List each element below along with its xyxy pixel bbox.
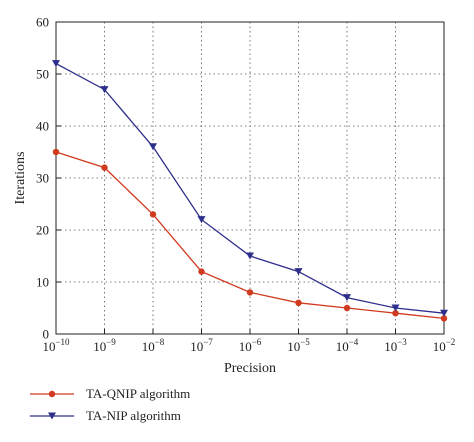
legend-item-ta-nip: TA-NIP algorithm (28, 406, 190, 426)
x-tick-label: 10−3 (384, 337, 407, 354)
data-point-ta-nip-algorithm (52, 60, 60, 68)
data-point-ta-nip-algorithm (440, 309, 448, 317)
data-point-ta-nip-algorithm (149, 143, 157, 151)
data-point-ta-nip-algorithm (294, 268, 303, 276)
data-point-ta-nip-algorithm (343, 294, 351, 302)
data-point-ta-qnip-algorithm (198, 268, 205, 275)
data-point-ta-nip-algorithm (100, 86, 109, 94)
y-tick-label: 10 (36, 275, 49, 290)
line-chart: 10−10 10−9 10−8 10−7 10−6 10−5 10−4 10−3 10−2 0 10… (13, 15, 455, 377)
legend-swatch-ta-nip (28, 406, 76, 426)
y-tick-label: 60 (36, 15, 49, 30)
y-axis-label: Iterations (13, 152, 28, 205)
y-tick-label: 30 (36, 171, 49, 186)
data-point-ta-qnip-algorithm (343, 304, 351, 312)
data-point-ta-qnip-algorithm (149, 211, 157, 218)
series-line-ta-nip-algorithm (55, 63, 445, 314)
grid-lines (56, 22, 444, 334)
data-point-ta-qnip-algorithm (101, 164, 108, 171)
legend: TA-QNIP algorithm TA-NIP algorithm (28, 384, 190, 428)
data-point-ta-qnip-algorithm (295, 299, 302, 306)
x-tick-label: 10−8 (142, 337, 165, 354)
axes: 10−10 10−9 10−8 10−7 10−6 10−5 10−4 10−3 10−2 0 10… (36, 15, 455, 355)
data-point-ta-nip-algorithm (391, 304, 400, 312)
series-layer (52, 60, 448, 322)
data-point-ta-nip-algorithm (197, 216, 206, 224)
x-tick-label: 10−5 (287, 337, 310, 354)
data-point-ta-qnip-algorithm (440, 315, 448, 322)
y-tick-label: 40 (36, 119, 49, 134)
legend-item-ta-qnip: TA-QNIP algorithm (28, 384, 190, 404)
x-axis-label: Precision (224, 361, 276, 376)
x-tick-label: 10−10 (42, 337, 70, 354)
data-point-ta-qnip-algorithm (246, 289, 254, 296)
legend-label-ta-qnip: TA-QNIP algorithm (86, 386, 191, 401)
x-tick-label: 10−6 (239, 337, 262, 354)
data-point-ta-nip-algorithm (246, 252, 254, 260)
data-point-ta-qnip-algorithm (392, 310, 399, 317)
x-tick-label: 10−9 (93, 337, 116, 354)
legend-label-ta-nip: TA-NIP algorithm (86, 408, 181, 423)
y-tick-label: 50 (36, 67, 49, 82)
y-tick-label: 0 (43, 327, 50, 342)
data-point-ta-qnip-algorithm (52, 148, 60, 156)
y-tick-label: 20 (36, 223, 49, 238)
x-tick-label: 10−7 (190, 337, 213, 354)
x-tick-label: 10−2 (433, 337, 456, 354)
x-tick-label: 10−4 (336, 337, 359, 354)
legend-swatch-ta-qnip (28, 384, 76, 404)
